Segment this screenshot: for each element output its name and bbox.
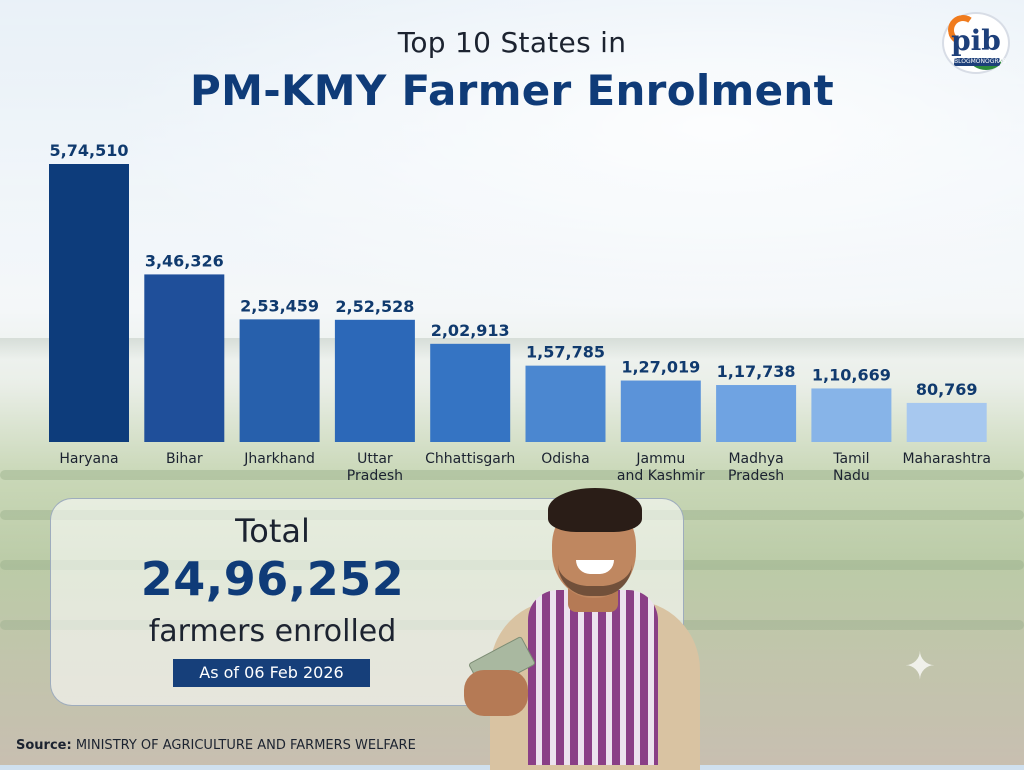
- value-label: 3,46,326: [145, 251, 224, 270]
- source-text: MINISTRY OF AGRICULTURE AND FARMERS WELF…: [75, 738, 416, 753]
- bar-maharashtra: [906, 402, 987, 442]
- category-label: Madhya Pradesh: [728, 451, 784, 484]
- logo-text: pib: [951, 24, 1001, 57]
- source-line: Source: MINISTRY OF AGRICULTURE AND FARM…: [16, 738, 416, 753]
- value-label: 2,02,913: [431, 321, 510, 340]
- category-label: Tamil Nadu: [832, 451, 870, 484]
- category-label: Jharkhand: [243, 451, 315, 467]
- farmer-illustration: [450, 480, 710, 770]
- farmer-beard: [558, 564, 632, 596]
- bar-jammu-and-kashmir: [620, 380, 701, 442]
- pib-logo-icon: pib BLOGMONOGRAS: [940, 12, 1016, 74]
- farmer-hand: [464, 670, 528, 716]
- category-label: Haryana: [59, 451, 118, 467]
- bar-madhya-pradesh: [716, 385, 797, 442]
- category-label: Chhattisgarh: [425, 451, 515, 467]
- total-caption: farmers enrolled: [148, 614, 397, 649]
- bar-haryana: [49, 164, 129, 442]
- value-label: 2,52,528: [335, 297, 414, 316]
- bar-chhattisgarh: [430, 343, 511, 442]
- bar-odisha: [525, 365, 606, 442]
- category-label: Uttar Pradesh: [347, 451, 403, 484]
- category-label: Maharashtra: [902, 451, 990, 467]
- bar-tamil-nadu: [811, 388, 892, 442]
- bar-chart: 5,74,510 Haryana 3,46,326 Bihar 2,53,459 Jhar…: [49, 141, 991, 484]
- sparkle-icon: ✦: [904, 644, 936, 688]
- value-label: 1,10,669: [812, 365, 891, 384]
- bar-bihar: [144, 274, 225, 442]
- farmer-smile: [576, 560, 614, 574]
- title-top: Top 10 States in: [397, 26, 627, 59]
- farmer-scarf: [528, 590, 658, 765]
- source-label: Source:: [16, 738, 72, 753]
- farmer-hair: [548, 488, 642, 532]
- value-label: 1,27,019: [621, 358, 700, 377]
- value-label: 5,74,510: [50, 141, 129, 160]
- page-title: PM-KMY Farmer Enrolment: [190, 66, 834, 115]
- total-label: Total: [235, 512, 310, 550]
- value-label: 1,17,738: [717, 362, 796, 381]
- total-value: 24,96,252: [140, 552, 405, 606]
- value-label: 2,53,459: [240, 296, 319, 315]
- category-label: Odisha: [541, 451, 590, 467]
- bar-uttar-pradesh: [334, 319, 415, 442]
- value-label: 80,769: [916, 380, 978, 399]
- date-badge: As of 06 Feb 2026: [173, 659, 370, 687]
- value-label: 1,57,785: [526, 343, 605, 362]
- bar-jharkhand: [239, 319, 320, 442]
- category-label: Bihar: [166, 451, 203, 467]
- category-label: Jammu and Kashmir: [617, 451, 705, 484]
- logo-subtext: BLOGMONOGRAS: [954, 58, 1007, 66]
- logo-swoosh-green: [970, 48, 1002, 70]
